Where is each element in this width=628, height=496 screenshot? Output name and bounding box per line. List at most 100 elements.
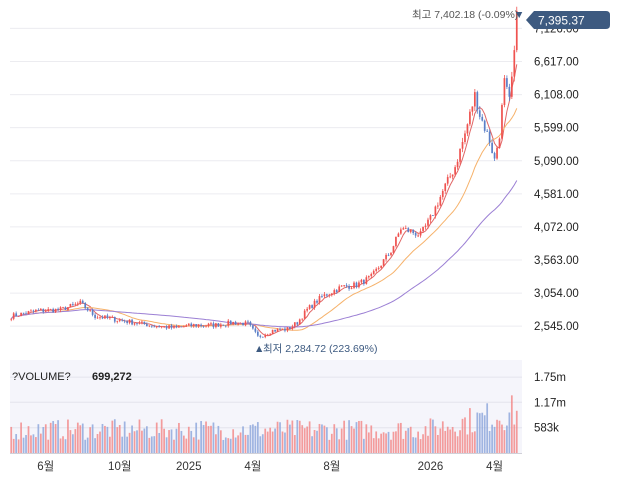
volume-bar: [429, 418, 432, 453]
volume-bar: [274, 428, 276, 453]
candle-body: [160, 326, 163, 328]
volume-bar: [291, 420, 294, 453]
volume-bar: [289, 424, 291, 453]
volume-bar: [96, 434, 99, 453]
candle-body: [217, 323, 220, 327]
volume-bar: [101, 423, 104, 453]
high-annotation-text: 최고 7,402.18 (-0.09%): [412, 9, 518, 21]
candle-body: [106, 315, 109, 318]
candle-body: [150, 325, 153, 327]
candle-body: [74, 303, 77, 305]
candle-body: [101, 317, 104, 319]
candle-body: [429, 215, 432, 220]
volume-bar: [79, 425, 82, 453]
volume-bar: [338, 439, 341, 453]
volume-bar: [67, 419, 69, 453]
volume-bar: [476, 412, 479, 453]
candle-body: [464, 133, 466, 142]
volume-bar: [409, 426, 412, 453]
volume-bar: [249, 425, 252, 453]
candle-body: [323, 294, 326, 297]
candle-body: [54, 308, 57, 313]
candle-body: [321, 296, 323, 297]
low-annotation-text: 최저 2,284.72 (223.69%): [263, 343, 377, 355]
volume-bar: [459, 430, 461, 453]
volume-bar: [501, 424, 503, 453]
candle-body: [128, 319, 131, 323]
volume-bar: [239, 432, 242, 453]
candle-body: [197, 324, 200, 327]
candle-body: [232, 321, 235, 325]
candle-body: [515, 10, 518, 51]
candle-body: [372, 270, 375, 274]
volume-bar: [488, 430, 491, 453]
candle-body: [506, 78, 508, 87]
candle-body: [212, 323, 215, 328]
candle-body: [380, 265, 382, 268]
candle-body: [496, 147, 498, 159]
candle-body: [158, 326, 161, 328]
volume-bar: [165, 437, 168, 453]
candle-body: [269, 333, 272, 335]
time-tick-label: 6월: [37, 460, 54, 473]
volume-bar: [513, 424, 516, 453]
volume-bar: [377, 438, 380, 453]
candle-body: [200, 324, 202, 326]
price-tick-label: 2,545.00: [534, 321, 579, 333]
candle-body: [326, 294, 328, 296]
volume-bar: [32, 434, 35, 453]
volume-bar: [449, 429, 452, 453]
candle-body: [113, 316, 116, 322]
volume-bar: [261, 434, 264, 453]
volume-legend: ?VOLUME? 699,272: [12, 371, 132, 383]
candle-body: [478, 110, 481, 117]
moving-average-line: [10, 64, 518, 337]
volume-bar: [27, 426, 30, 453]
volume-bar: [328, 439, 331, 453]
candle-body: [49, 309, 52, 310]
volume-bar: [224, 437, 227, 453]
candle-body: [69, 303, 72, 308]
candle-body: [486, 130, 489, 132]
candle-body: [513, 50, 516, 77]
volume-bar: [390, 439, 392, 453]
volume-bar: [427, 435, 429, 453]
volume-bar: [210, 425, 212, 453]
volume-bar: [281, 431, 284, 453]
volume-bar: [227, 438, 230, 453]
candle-body: [503, 78, 506, 105]
volume-bar: [375, 431, 378, 453]
candle-body: [229, 320, 232, 325]
volume-bar: [367, 432, 370, 453]
volume-bar: [414, 437, 417, 453]
candle-body: [449, 176, 452, 178]
candle-body: [488, 131, 491, 143]
candle-body: [64, 307, 67, 311]
candle-body: [301, 318, 304, 320]
candle-body: [333, 290, 336, 294]
volume-bar: [74, 429, 77, 453]
volume-bar: [47, 439, 50, 453]
volume-bar: [180, 430, 183, 453]
candle-body: [239, 322, 242, 324]
volume-bar: [62, 436, 64, 453]
candle-body: [116, 320, 119, 322]
volume-bar: [126, 436, 128, 453]
candle-body: [330, 293, 333, 295]
volume-bar: [469, 408, 471, 453]
volume-bar: [155, 422, 158, 453]
volume-bar: [298, 420, 301, 453]
volume-bar: [237, 435, 239, 453]
volume-bar: [146, 426, 148, 453]
candle-body: [296, 322, 299, 325]
candle-body: [168, 325, 170, 329]
candle-body: [234, 321, 237, 325]
candle-body: [261, 336, 264, 338]
candle-body: [190, 323, 193, 327]
volume-bar: [478, 413, 481, 453]
candle-body: [266, 334, 269, 336]
candle-body: [360, 279, 363, 283]
volume-bar: [109, 436, 111, 453]
price-tick-label: 6,617.00: [534, 56, 579, 68]
